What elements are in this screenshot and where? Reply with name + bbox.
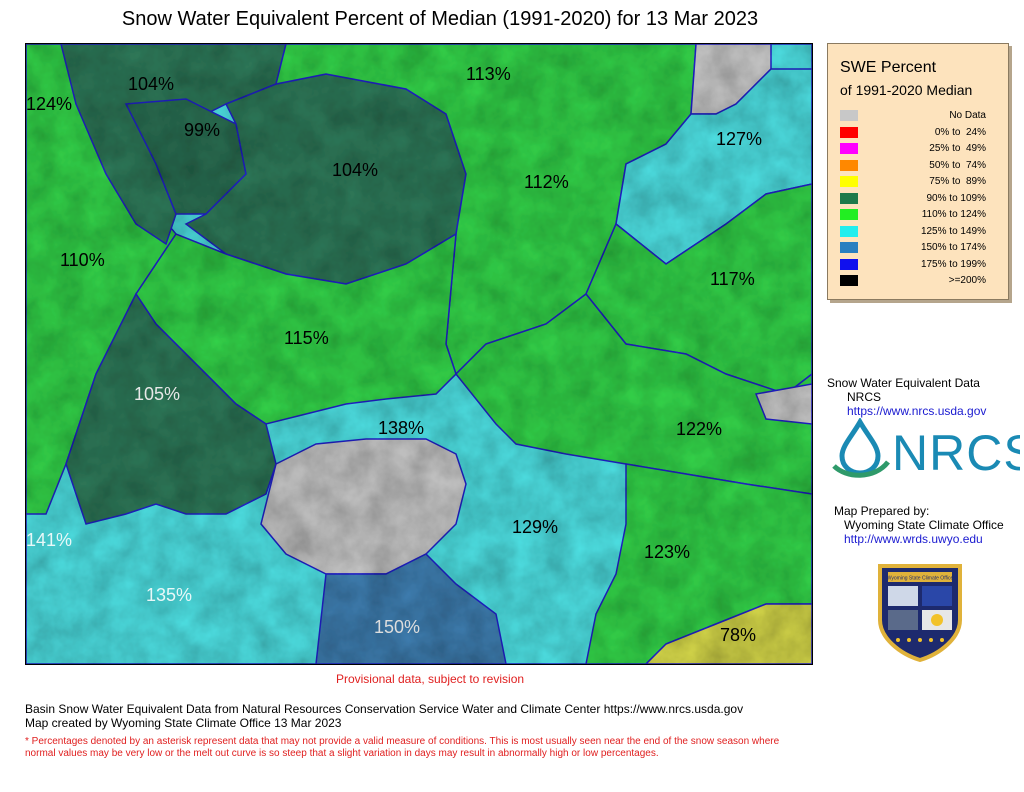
basin-label: 78% (720, 625, 756, 645)
legend-label: 25% to 49% (929, 143, 986, 154)
wsco-link[interactable]: http://www.wrds.uwyo.edu (844, 532, 983, 546)
legend-swatch (840, 110, 858, 121)
basin-105 (65, 292, 277, 525)
legend-item: 175% to 199% (840, 258, 1000, 271)
basin-label: 113% (466, 64, 511, 84)
basin-map-svg: 124% 104% 99% 104% 113% 112% 127% 110% 1… (26, 44, 812, 664)
basin-nodata-e (754, 383, 812, 425)
legend-swatch (840, 209, 858, 220)
footer: Basin Snow Water Equivalent Data from Na… (25, 702, 743, 730)
legend-label: 150% to 174% (920, 242, 986, 253)
source-line-1: Snow Water Equivalent Data (827, 376, 980, 390)
legend-label: 75% to 89% (929, 176, 986, 187)
prepared-line-2: Wyoming State Climate Office (844, 518, 1004, 532)
basin-label: 123% (644, 542, 690, 562)
prepared-line-1: Map Prepared by: (834, 504, 930, 518)
footer-line-2: Map created by Wyoming State Climate Off… (25, 716, 342, 730)
basin-label: 124% (26, 94, 72, 114)
legend-item: 0% to 24% (840, 126, 1000, 139)
legend-item: 25% to 49% (840, 143, 1000, 155)
legend-label: 125% to 149% (920, 225, 986, 237)
basin-label: 127% (716, 129, 762, 149)
legend-item: >=200% (840, 275, 1000, 287)
legend-swatch (840, 242, 858, 253)
legend-swatch (840, 225, 858, 237)
sun-icon (931, 614, 943, 626)
basin-label: 104% (332, 160, 378, 180)
legend-label: 90% to 109% (926, 192, 987, 204)
stars-icon (896, 638, 944, 642)
basin-label: 135% (146, 585, 192, 605)
nrcs-wordmark: NRCS (892, 425, 1020, 480)
basin-label: 105% (134, 384, 180, 404)
legend-swatch (840, 275, 858, 286)
legend-item: 50% to 74% (840, 159, 1000, 172)
swe-map[interactable]: 124% 104% 99% 104% 113% 112% 127% 110% 1… (25, 43, 813, 665)
legend-subtitle: of 1991-2020 Median (840, 82, 973, 98)
legend-label: >=200% (948, 275, 986, 286)
basin-label: 115% (284, 328, 329, 348)
legend-item: 150% to 174% (840, 242, 1000, 254)
basin-label: 141% (26, 530, 72, 550)
basin-label: 99% (184, 120, 220, 140)
provisional-note: Provisional data, subject to revision (335, 672, 525, 686)
basin-label: 129% (512, 517, 558, 537)
legend-item: 125% to 149% (840, 225, 1000, 238)
basin-label: 122% (676, 419, 722, 439)
climate-office-badge: Wyoming State Climate Office (874, 558, 966, 663)
legend-item: 75% to 89% (840, 176, 1000, 188)
basin-labels: 124% 104% 99% 104% 113% 112% 127% 110% 1… (26, 64, 762, 645)
nrcs-link[interactable]: https://www.nrcs.usda.gov (847, 404, 987, 418)
legend-label: No Data (949, 110, 986, 121)
legend-swatch (840, 192, 858, 204)
legend-label: 110% to 124% (921, 209, 986, 220)
basin-label: 117% (710, 269, 755, 289)
basin-label: 104% (128, 74, 174, 94)
legend-item: 90% to 109% (840, 192, 1000, 205)
legend: SWE Percent of 1991-2020 Median No Data 0… (827, 43, 1009, 300)
nrcs-logo[interactable]: NRCS (830, 416, 1024, 481)
legend-label: 175% to 199% (920, 258, 986, 270)
legend-swatch (840, 143, 858, 154)
legend-label: 50% to 74% (929, 159, 986, 171)
prepared-by: Map Prepared by: Wyoming State Climate O… (834, 504, 1004, 546)
basin-label: 138% (378, 418, 424, 438)
legend-item: 110% to 124% (840, 209, 1000, 221)
footer-line-1: Basin Snow Water Equivalent Data from Na… (25, 702, 744, 716)
asterisk-note: * Percentages denoted by an asterisk rep… (25, 736, 780, 759)
source-line-2: NRCS (847, 390, 882, 404)
basin-label: 110% (60, 250, 105, 270)
water-drop-icon (832, 416, 890, 478)
basin-78 (644, 603, 812, 664)
legend-swatch (840, 258, 858, 270)
basin-label: 112% (524, 172, 569, 192)
legend-swatch (840, 126, 858, 138)
basin-122 (454, 292, 812, 495)
legend-label: 0% to 24% (934, 126, 986, 138)
basin-nodata-central (260, 438, 467, 575)
legend-swatch (840, 176, 858, 187)
map-title: Snow Water Equivalent Percent of Median … (121, 8, 759, 30)
badge-text: Wyoming State Climate Office (887, 576, 954, 582)
data-source: Snow Water Equivalent Data NRCS https://… (827, 376, 986, 418)
legend-title: SWE Percent (840, 59, 937, 76)
basin-label: 150% (374, 617, 420, 637)
legend-item: No Data (840, 110, 1000, 122)
basin-150 (315, 553, 507, 664)
legend-swatch (840, 159, 858, 171)
